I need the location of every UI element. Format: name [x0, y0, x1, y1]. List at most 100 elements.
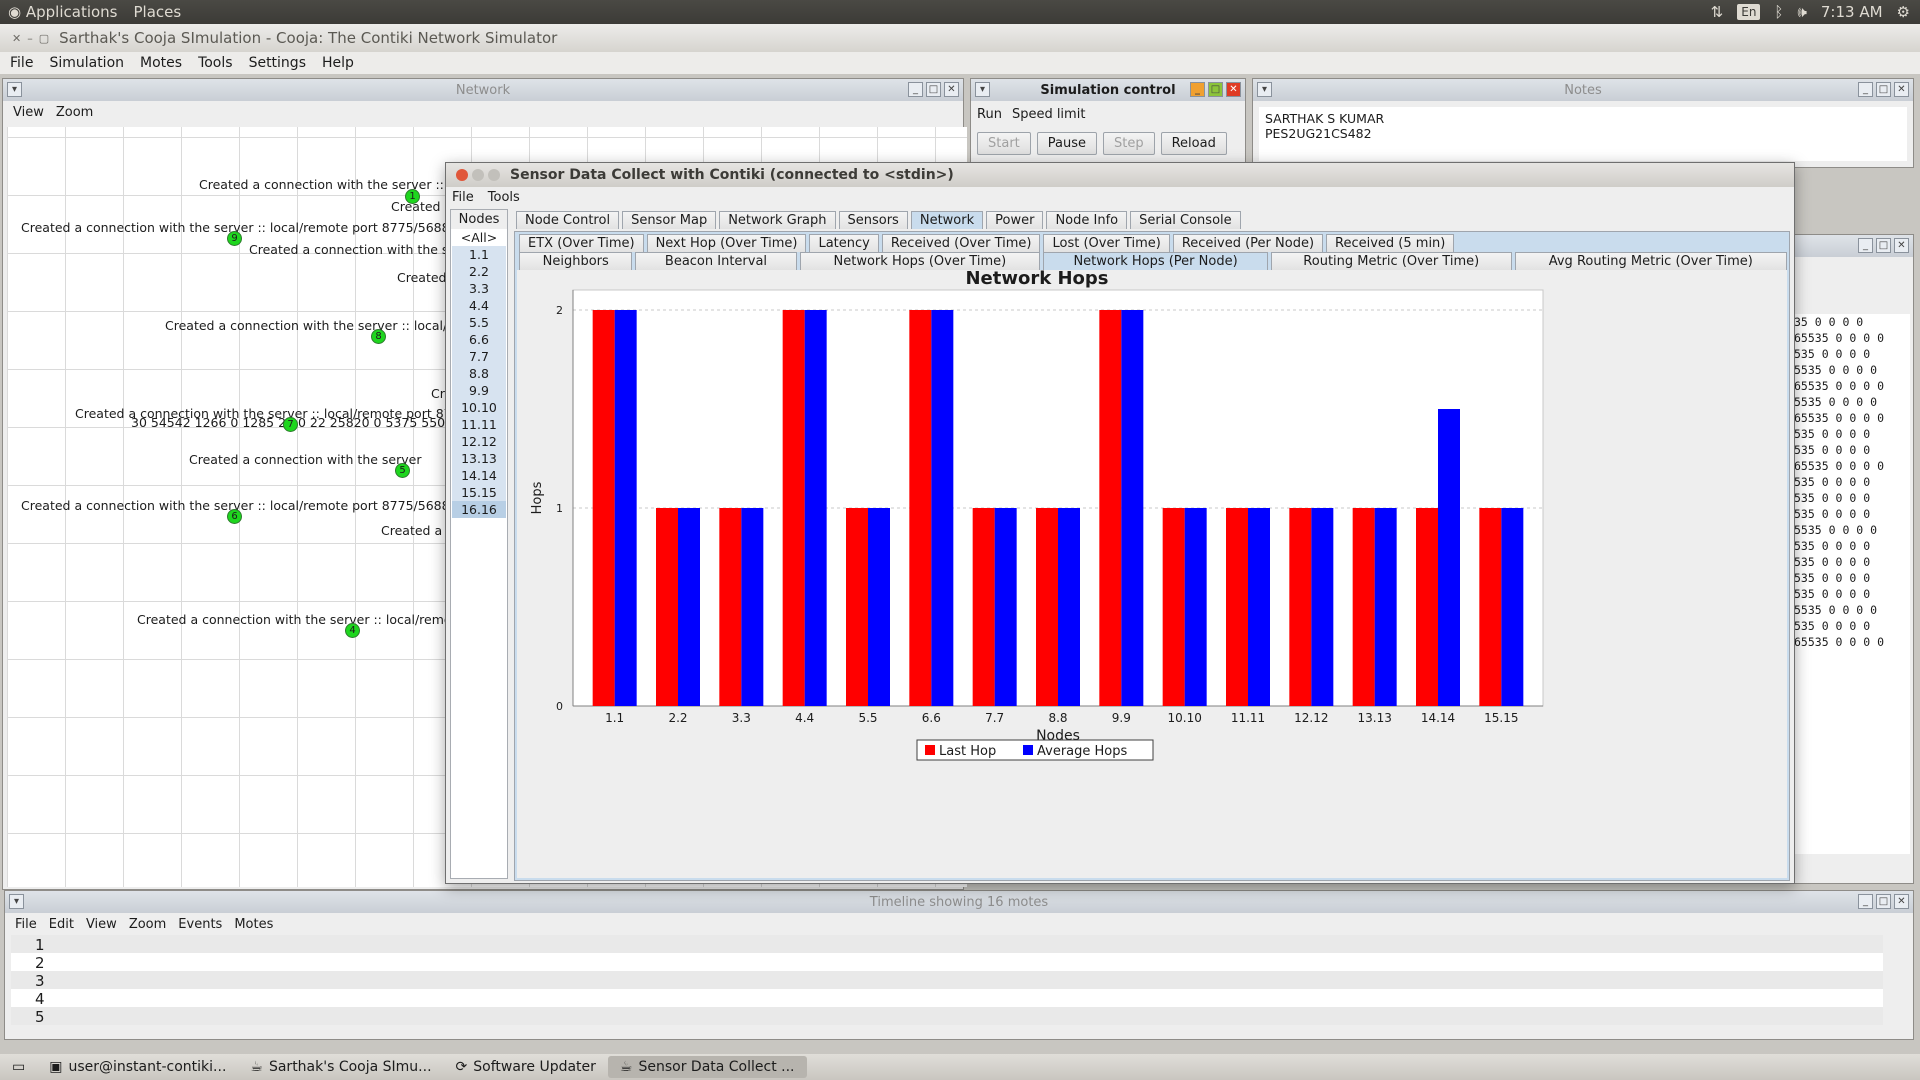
- subtab-routing-metric-over-time[interactable]: Routing Metric (Over Time): [1270, 252, 1512, 270]
- subtab-avg-routing-metric-over-time[interactable]: Avg Routing Metric (Over Time): [1514, 252, 1787, 270]
- subtab-next-hop-over-time[interactable]: Next Hop (Over Time): [646, 234, 807, 252]
- maximize-icon[interactable]: [488, 169, 500, 181]
- node-item[interactable]: 8.8: [452, 365, 506, 382]
- tab-node-info[interactable]: Node Info: [1046, 211, 1128, 229]
- node-item[interactable]: 2.2: [452, 263, 506, 280]
- timeline-menu-file[interactable]: File: [15, 916, 37, 932]
- node-item[interactable]: 15.15: [452, 484, 506, 501]
- maximize-icon[interactable]: □: [926, 82, 941, 97]
- menu-file[interactable]: File: [10, 55, 34, 71]
- applications-menu[interactable]: ◉ Applications: [8, 3, 118, 21]
- step-button[interactable]: Step: [1103, 132, 1155, 155]
- minimize-icon[interactable]: [472, 169, 484, 181]
- maximize-icon[interactable]: □: [1876, 82, 1891, 97]
- task-terminal[interactable]: ▣ user@instant-contiki...: [49, 1059, 227, 1075]
- show-desktop-icon[interactable]: ▭: [12, 1059, 26, 1075]
- task-sensor-data-collect[interactable]: ☕ Sensor Data Collect ...: [607, 1056, 807, 1078]
- tab-sensors[interactable]: Sensors: [838, 211, 908, 229]
- node-item[interactable]: 9.9: [452, 382, 506, 399]
- node-item[interactable]: 10.10: [452, 399, 506, 416]
- window-menu-icon[interactable]: ▾: [9, 894, 24, 909]
- maximize-icon[interactable]: ▢: [38, 31, 50, 45]
- task-software-updater[interactable]: ⟳ Software Updater: [455, 1059, 596, 1075]
- node-item[interactable]: 16.16: [452, 501, 506, 518]
- node-item[interactable]: 1.1: [452, 246, 506, 263]
- sim-menu-run[interactable]: Run: [977, 107, 1002, 122]
- subtab-network-hops-per-node[interactable]: Network Hops (Per Node): [1043, 252, 1268, 270]
- notes-textarea[interactable]: SARTHAK S KUMAR PES2UG21CS482: [1259, 107, 1907, 161]
- mote-node[interactable]: 5: [395, 463, 410, 478]
- node-item[interactable]: 3.3: [452, 280, 506, 297]
- tab-network[interactable]: Network: [910, 211, 984, 229]
- clock[interactable]: 7:13 AM: [1820, 3, 1883, 21]
- node-item[interactable]: 5.5: [452, 314, 506, 331]
- subtab-lost-over-time[interactable]: Lost (Over Time): [1043, 234, 1170, 252]
- sim-menu-speed-limit[interactable]: Speed limit: [1011, 107, 1086, 122]
- tab-power[interactable]: Power: [986, 211, 1044, 229]
- window-menu-icon[interactable]: ▾: [7, 82, 22, 97]
- tab-network-graph[interactable]: Network Graph: [719, 211, 836, 229]
- node-item[interactable]: 12.12: [452, 433, 506, 450]
- sensor-data-collect-titlebar[interactable]: Sensor Data Collect with Contiki (connec…: [446, 163, 1794, 187]
- minimize-icon[interactable]: _: [1190, 82, 1205, 97]
- pause-button[interactable]: Pause: [1036, 132, 1097, 155]
- node-item[interactable]: 7.7: [452, 348, 506, 365]
- simulation-control-titlebar[interactable]: ▾ Simulation control _ □ ✕: [971, 79, 1245, 101]
- close-icon[interactable]: ✕: [944, 82, 959, 97]
- subtab-neighbors[interactable]: Neighbors: [519, 252, 633, 270]
- timeline-menu-motes[interactable]: Motes: [234, 916, 274, 932]
- window-menu-icon[interactable]: ▾: [1257, 82, 1272, 97]
- tab-serial-console[interactable]: Serial Console: [1130, 211, 1241, 229]
- network-titlebar[interactable]: ▾ Network _ □ ✕: [3, 79, 963, 101]
- network-menu-zoom[interactable]: Zoom: [55, 104, 94, 120]
- timeline-menu-zoom[interactable]: Zoom: [128, 916, 167, 932]
- menu-settings[interactable]: Settings: [248, 55, 306, 71]
- places-menu[interactable]: Places: [133, 3, 182, 21]
- node-item-all[interactable]: <All>: [452, 229, 506, 246]
- tab-sensor-map[interactable]: Sensor Map: [622, 211, 717, 229]
- settings-gear-icon[interactable]: ⚙: [1896, 3, 1910, 21]
- window-menu-icon[interactable]: ▾: [975, 82, 990, 97]
- minimize-icon[interactable]: –: [27, 31, 33, 45]
- subtab-latency[interactable]: Latency: [809, 234, 879, 252]
- dialog-menu-file[interactable]: File: [452, 189, 474, 205]
- timeline-menu-view[interactable]: View: [85, 916, 117, 932]
- network-transfer-icon[interactable]: ⇅: [1710, 3, 1724, 21]
- menu-motes[interactable]: Motes: [140, 55, 183, 71]
- timeline-canvas[interactable]: 1 2 3 4 5: [11, 935, 1883, 1025]
- menu-simulation[interactable]: Simulation: [49, 55, 125, 71]
- subtab-received-5-min[interactable]: Received (5 min): [1326, 234, 1455, 252]
- timeline-menu-events[interactable]: Events: [178, 916, 223, 932]
- volume-icon[interactable]: 🕪: [1797, 3, 1807, 21]
- node-item[interactable]: 4.4: [452, 297, 506, 314]
- close-icon[interactable]: ✕: [1226, 82, 1241, 97]
- tab-node-control[interactable]: Node Control: [516, 211, 620, 229]
- minimize-icon[interactable]: _: [1858, 238, 1873, 253]
- minimize-icon[interactable]: _: [1858, 82, 1873, 97]
- timeline-menu-edit[interactable]: Edit: [48, 916, 74, 932]
- maximize-icon[interactable]: □: [1876, 238, 1891, 253]
- subtab-beacon-interval[interactable]: Beacon Interval: [635, 252, 797, 270]
- maximize-icon[interactable]: □: [1208, 82, 1223, 97]
- network-menu-view[interactable]: View: [13, 104, 44, 120]
- node-item[interactable]: 13.13: [452, 450, 506, 467]
- subtab-etx-over-time[interactable]: ETX (Over Time): [519, 234, 644, 252]
- subtab-network-hops-over-time[interactable]: Network Hops (Over Time): [799, 252, 1041, 270]
- node-item[interactable]: 6.6: [452, 331, 506, 348]
- mote-node[interactable]: 4: [345, 623, 360, 638]
- mote-node[interactable]: 7: [283, 417, 298, 432]
- reload-button[interactable]: Reload: [1160, 132, 1227, 155]
- menu-tools[interactable]: Tools: [198, 55, 233, 71]
- node-item[interactable]: 11.11: [452, 416, 506, 433]
- close-icon[interactable]: ✕: [1894, 82, 1909, 97]
- maximize-icon[interactable]: □: [1876, 894, 1891, 909]
- close-icon[interactable]: ✕: [1894, 238, 1909, 253]
- mote-log-pane[interactable]: 35 0 0 0 0 65535 0 0 0 0 535 0 0 0 0 5535 0…: [1794, 314, 1910, 854]
- bluetooth-icon[interactable]: ᛒ: [1774, 3, 1784, 21]
- minimize-icon[interactable]: _: [1858, 894, 1873, 909]
- minimize-icon[interactable]: _: [908, 82, 923, 97]
- menu-help[interactable]: Help: [321, 55, 354, 71]
- close-icon[interactable]: ✕: [12, 31, 22, 45]
- node-item[interactable]: 14.14: [452, 467, 506, 484]
- timeline-titlebar[interactable]: ▾ Timeline showing 16 motes _ □ ✕: [5, 891, 1913, 913]
